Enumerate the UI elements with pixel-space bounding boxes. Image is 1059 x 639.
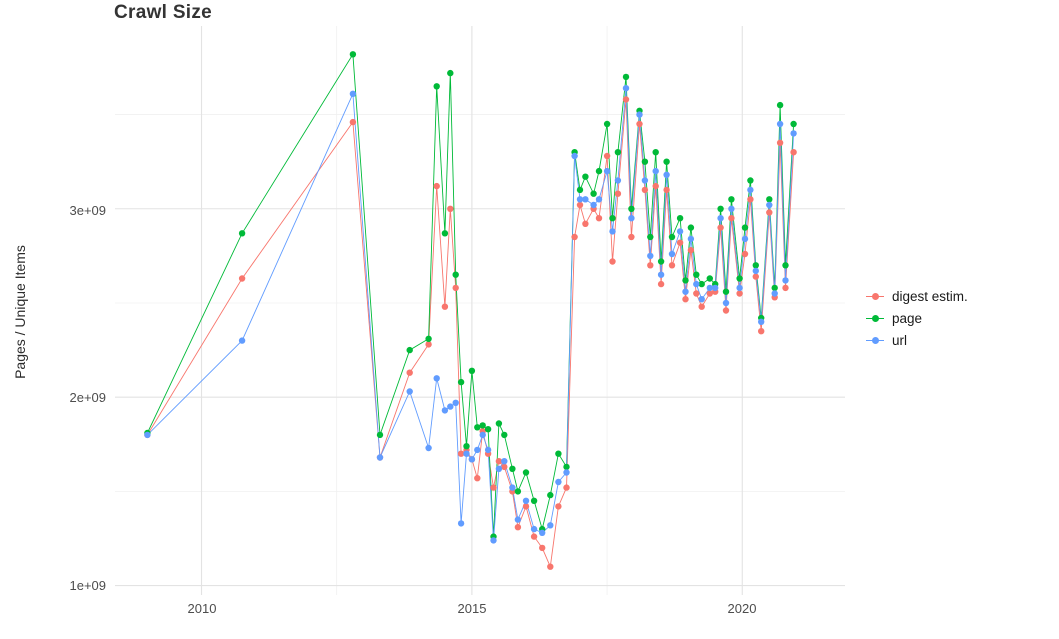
legend-label-digest-estim: digest estim. <box>892 289 968 304</box>
y-tick-label-2e09: 2e+09 <box>69 390 106 405</box>
url-series-marker-icon <box>866 334 884 348</box>
page-series-marker-icon <box>866 312 884 326</box>
legend-item-digest-estim: digest estim. <box>866 289 968 304</box>
legend: digest estim. page url <box>866 289 968 348</box>
x-tick-label-2020: 2020 <box>727 601 757 616</box>
digest-estim-series-marker-icon <box>866 290 884 304</box>
legend-item-page: page <box>866 311 968 326</box>
y-axis-title: Pages / Unique Items <box>12 245 28 379</box>
legend-label-page: page <box>892 311 923 326</box>
y-tick-label-1e09: 1e+09 <box>69 578 106 593</box>
y-tick-label-3e09: 3e+09 <box>69 203 106 218</box>
legend-label-url: url <box>892 333 908 348</box>
chart-title: Crawl Size <box>114 2 213 23</box>
x-tick-label-2010: 2010 <box>187 601 217 616</box>
x-tick-label-2015: 2015 <box>457 601 487 616</box>
legend-item-url: url <box>866 333 968 348</box>
